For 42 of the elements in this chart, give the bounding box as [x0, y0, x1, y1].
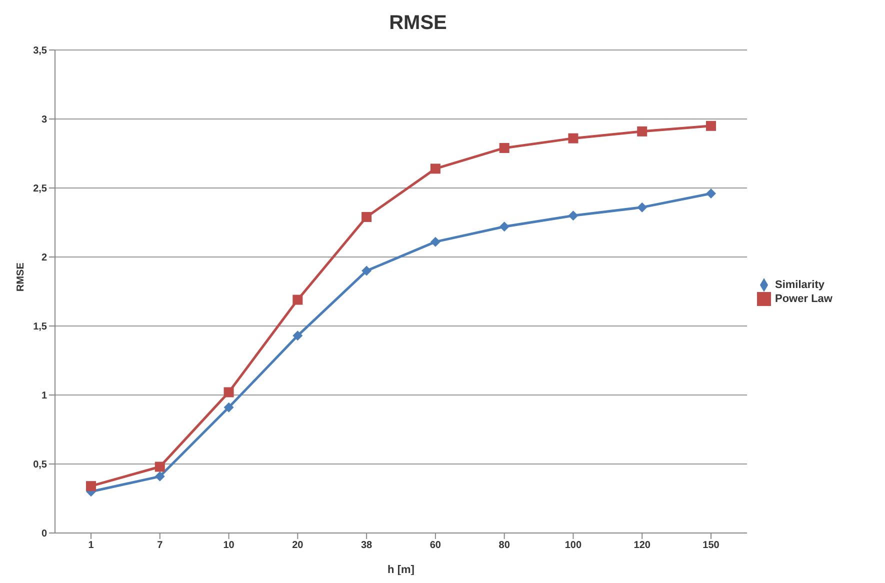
chart-title: RMSE: [388, 12, 448, 35]
point: [154, 471, 165, 482]
y-tick-label: 2: [41, 252, 48, 264]
y-tick-label: 2,5: [33, 184, 48, 195]
point: [362, 212, 372, 222]
y-tick-label: 1: [41, 390, 48, 402]
x-tick-label: 1: [88, 540, 94, 552]
point: [362, 266, 372, 276]
y-tick-label: 3: [41, 114, 48, 126]
point: [637, 126, 648, 136]
legend-label: Power Law: [775, 292, 832, 304]
point: [637, 202, 648, 212]
point: [499, 142, 510, 153]
y-tick-label: 3,5: [33, 46, 48, 57]
point: [499, 222, 510, 232]
point: [224, 387, 234, 398]
x-axis-title: h [m]: [388, 564, 415, 576]
x-tick-label: 100: [564, 540, 582, 552]
y-tick-label: 0,5: [33, 460, 48, 471]
point: [224, 402, 234, 412]
x-tick-label: 150: [702, 540, 720, 552]
legend-label: Similarity: [775, 278, 825, 290]
point: [292, 294, 303, 305]
point: [430, 164, 440, 174]
x-tick-label: 80: [498, 540, 510, 552]
y-tick-label: 1,5: [33, 322, 48, 333]
x-tick-label: 7: [157, 540, 164, 552]
x-tick-label: 20: [292, 540, 304, 552]
point: [430, 236, 440, 247]
point: [568, 210, 578, 221]
x-tick-label: 60: [430, 540, 442, 552]
point: [706, 120, 716, 131]
x-tick-label: 10: [223, 540, 235, 552]
x-tick-label: 120: [634, 540, 651, 552]
x-tick-label: 38: [360, 540, 373, 552]
point: [86, 481, 96, 492]
y-tick-label: 0: [41, 528, 48, 540]
point: [154, 462, 165, 472]
point: [706, 188, 716, 199]
y-axis-title: RMSE: [16, 262, 27, 292]
point: [568, 133, 578, 144]
point: [292, 330, 303, 341]
